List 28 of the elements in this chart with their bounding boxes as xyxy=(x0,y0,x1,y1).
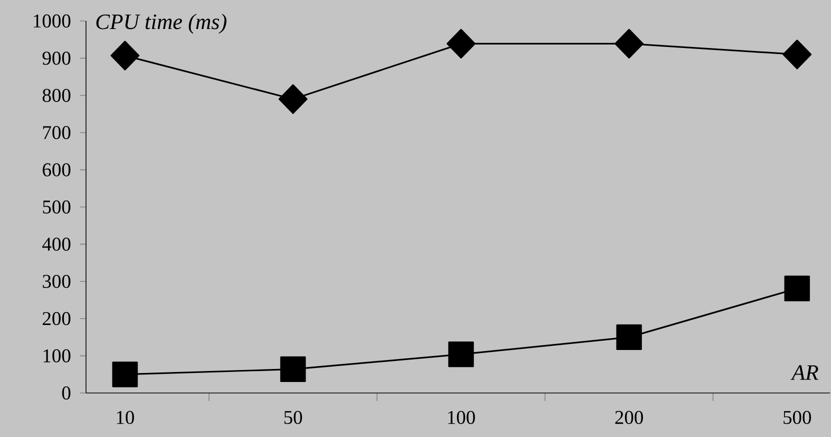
x-tick-label: 100 xyxy=(448,410,475,424)
point xyxy=(280,356,306,382)
point xyxy=(278,84,308,114)
point xyxy=(110,40,140,70)
x-tick-label: 200 xyxy=(615,410,643,424)
point xyxy=(446,28,476,58)
y-axis-title: CPU time (ms) xyxy=(96,14,226,34)
y-tick-label: 800 xyxy=(42,88,70,102)
y-tick-label: 400 xyxy=(42,238,70,251)
point xyxy=(784,276,810,302)
y-tick-label: 1000 xyxy=(34,14,70,28)
point xyxy=(782,40,812,70)
y-tick-label: 700 xyxy=(43,126,70,140)
y-tick-label: 0 xyxy=(62,386,70,400)
y-tick-label: 900 xyxy=(42,52,70,65)
x-axis-title: AR xyxy=(790,365,818,380)
point xyxy=(614,28,644,58)
y-tick-label: 200 xyxy=(42,312,70,326)
x-tick-label: 500 xyxy=(784,410,811,424)
y-tick-label: 100 xyxy=(44,349,70,362)
x-tick-label: 50 xyxy=(284,410,302,424)
x-tick-label: 10 xyxy=(116,410,134,424)
point xyxy=(112,362,138,388)
point xyxy=(448,342,474,368)
y-tick-label: 500 xyxy=(43,200,70,214)
y-tick-label: 600 xyxy=(42,163,70,176)
y-tick-label: 300 xyxy=(42,274,70,288)
point xyxy=(616,324,642,350)
